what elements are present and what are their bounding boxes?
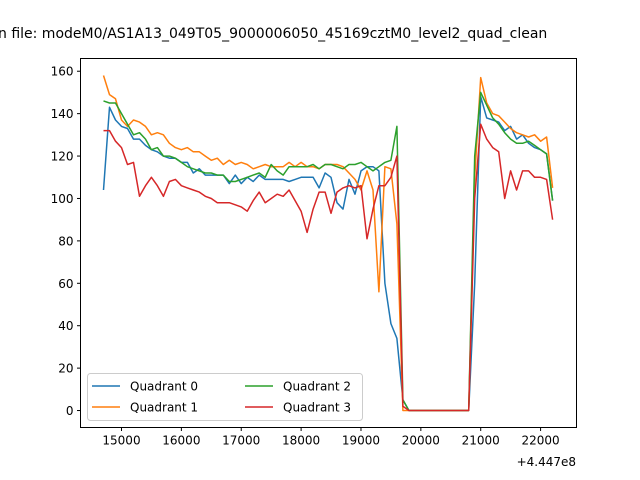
x-tick-label: 16000 <box>162 434 200 448</box>
x-tick-label: 15000 <box>102 434 140 448</box>
series-line-quadrant-1 <box>102 75 554 412</box>
x-tick-label: 19000 <box>342 434 380 448</box>
legend-frame <box>87 373 363 421</box>
series-layer <box>102 75 554 412</box>
x-axis: 15000 16000 17000 18000 19000 20000 21000 22000 <box>102 427 560 448</box>
y-tick-label: 160 <box>51 65 74 79</box>
y-tick-label: 120 <box>51 150 74 164</box>
legend-label: Quadrant 2 <box>283 380 351 394</box>
y-tick-label: 40 <box>58 319 73 333</box>
x-tick-label: 21000 <box>462 434 500 448</box>
legend: Quadrant 0 Quadrant 1 Quadrant 2 Quadrant 3 <box>87 373 363 421</box>
axes-frame <box>80 58 577 428</box>
legend-label: Quadrant 0 <box>130 380 198 394</box>
y-tick-label: 0 <box>66 404 74 418</box>
y-tick-label: 20 <box>58 362 73 376</box>
x-tick-label: 20000 <box>402 434 440 448</box>
chart-title: n file: modeM0/AS1A13_049T05_9000006050_… <box>0 26 547 42</box>
y-tick-label: 60 <box>58 277 73 291</box>
x-tick-label: 17000 <box>222 434 260 448</box>
legend-entry-quadrant-0: Quadrant 0 <box>92 380 198 394</box>
legend-entry-quadrant-1: Quadrant 1 <box>92 401 198 415</box>
y-tick-label: 140 <box>51 107 74 121</box>
legend-label: Quadrant 3 <box>283 401 351 415</box>
y-tick-label: 80 <box>58 234 73 248</box>
series-line-quadrant-2 <box>103 91 554 412</box>
y-axis: 0 20 40 60 80 100 120 140 160 <box>51 65 81 418</box>
legend-entry-quadrant-2: Quadrant 2 <box>245 380 351 394</box>
x-offset-label: +4.447e8 <box>517 455 576 469</box>
x-tick-label: 18000 <box>282 434 320 448</box>
y-tick-label: 100 <box>51 192 74 206</box>
series-line-quadrant-3 <box>103 123 554 412</box>
legend-entry-quadrant-3: Quadrant 3 <box>245 401 351 415</box>
legend-label: Quadrant 1 <box>130 401 198 415</box>
x-tick-label: 22000 <box>521 434 559 448</box>
